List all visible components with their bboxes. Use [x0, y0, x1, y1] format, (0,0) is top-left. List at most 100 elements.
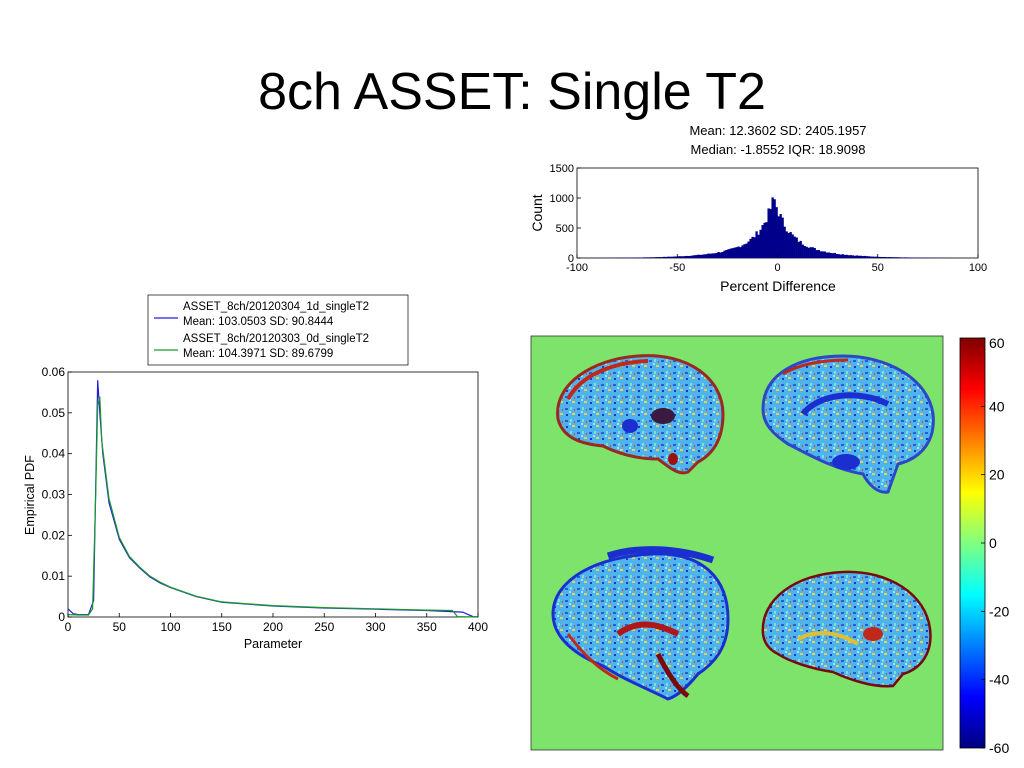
- histogram-bar: [857, 255, 860, 258]
- histogram-bar: [821, 251, 824, 258]
- pdf-series-lines: [67, 380, 479, 618]
- colorbar: [959, 337, 986, 749]
- histogram-bar: [897, 257, 901, 258]
- histogram-bar: [665, 256, 668, 258]
- histogram-bar: [863, 255, 867, 258]
- histogram-xtick-label: -50: [669, 262, 685, 274]
- histogram-bar: [719, 252, 722, 258]
- pdf-xtick-label: 50: [113, 620, 127, 634]
- pdf-ticks: 0 50 100 150 200 250 300 350 400 0 0.01 0.02 0.03 0.0…: [42, 365, 488, 634]
- histogram-bar: [887, 257, 891, 258]
- histogram-bar: [759, 229, 762, 258]
- histogram-bar: [707, 253, 710, 258]
- colorbar-tick-label: -20: [989, 603, 1009, 619]
- histogram-bar: [739, 247, 742, 258]
- pdf-ytick-label: 0.01: [42, 569, 66, 583]
- histogram-bar: [831, 253, 834, 258]
- histogram-bar: [727, 249, 730, 258]
- pdf-xtick-label: 300: [365, 620, 385, 634]
- histogram-bar: [647, 257, 650, 258]
- pdf-ytick-label: 0.05: [42, 406, 66, 420]
- histogram-bar: [901, 257, 905, 258]
- histogram-bar: [785, 231, 788, 258]
- histogram-bar: [779, 214, 782, 258]
- colorbar-tick-label: 0: [989, 535, 997, 551]
- histogram-bar: [877, 256, 881, 258]
- histogram-chart: Mean: 12.3602 SD: 2405.1957 Median: -1.8…: [529, 123, 988, 294]
- pdf-ytick-label: 0.04: [42, 447, 66, 461]
- histogram-bar: [833, 252, 836, 258]
- histogram-bar: [655, 257, 658, 258]
- histogram-bars: [577, 197, 979, 258]
- histogram-bar: [701, 254, 704, 258]
- histogram-bar: [735, 247, 738, 258]
- colorbar-tick-label: 40: [989, 398, 1005, 414]
- histogram-bar: [733, 247, 736, 258]
- histogram-bar: [705, 254, 708, 258]
- histogram-ytick-label: 0: [568, 253, 574, 265]
- histogram-bar: [791, 234, 794, 258]
- pdf-legend-series-1-name: ASSET_8ch/20120304_1d_singleT2: [183, 301, 369, 313]
- histogram-bar: [909, 257, 913, 258]
- histogram-bar: [711, 253, 714, 258]
- histogram-ytick-label: 1000: [550, 193, 574, 205]
- pdf-xtick-label: 0: [65, 620, 72, 634]
- histogram-bar: [787, 233, 790, 258]
- histogram-bar: [755, 231, 758, 258]
- histogram-bar: [767, 208, 770, 258]
- histogram-bar: [699, 254, 702, 258]
- histogram-xtick-label: 100: [969, 262, 987, 274]
- histogram-bar: [743, 244, 746, 258]
- histogram-bar: [763, 222, 766, 258]
- histogram-bar: [871, 256, 875, 258]
- histogram-bar: [795, 237, 798, 258]
- histogram-bar: [643, 257, 646, 258]
- colorbar-ticks: 60 40 20 0 -20 -40 -60: [981, 335, 1009, 756]
- histogram-bar: [879, 256, 883, 258]
- histogram-bar: [721, 251, 724, 258]
- histogram-bar: [905, 257, 909, 258]
- histogram-bar: [805, 246, 808, 258]
- histogram-bar: [671, 256, 674, 258]
- histogram-bar: [835, 253, 838, 258]
- histogram-bar: [867, 256, 871, 258]
- histogram-xtick-label: 0: [774, 262, 780, 274]
- histogram-bar: [873, 256, 877, 258]
- histogram-bar: [775, 207, 778, 258]
- histogram-bar: [847, 255, 850, 258]
- histogram-bar: [811, 247, 814, 258]
- histogram-bar: [819, 251, 822, 258]
- histogram-bar: [661, 257, 664, 258]
- histogram-bar: [757, 234, 760, 258]
- colorbar-tick-label: -60: [989, 740, 1009, 756]
- pdf-xtick-label: 150: [212, 620, 232, 634]
- histogram-bar: [845, 254, 848, 258]
- histogram-stats-line1: Mean: 12.3602 SD: 2405.1957: [689, 123, 866, 138]
- histogram-bar: [769, 208, 772, 258]
- histogram-xtick-label: 50: [872, 262, 884, 274]
- histogram-bar: [799, 240, 802, 258]
- histogram-bar: [841, 254, 844, 258]
- histogram-bar: [693, 255, 696, 258]
- histogram-bar: [651, 257, 654, 258]
- histogram-bar: [797, 241, 800, 258]
- histogram-bar: [881, 256, 885, 258]
- pdf-series-line-2: [67, 396, 479, 618]
- histogram-bar: [895, 257, 899, 258]
- histogram-ytick-label: 500: [556, 223, 574, 235]
- histogram-bar: [675, 256, 678, 258]
- histogram-bar: [685, 255, 688, 258]
- pdf-xtick-label: 200: [263, 620, 283, 634]
- histogram-bar: [689, 255, 692, 258]
- histogram-bar: [803, 246, 806, 258]
- histogram-bar: [725, 250, 728, 258]
- histogram-bar: [809, 247, 812, 258]
- pdf-ytick-label: 0: [58, 610, 65, 624]
- histogram-xtick-label: -100: [566, 262, 588, 274]
- pdf-ytick-label: 0.06: [42, 365, 66, 379]
- histogram-bar: [673, 256, 676, 258]
- histogram-bar: [865, 256, 869, 258]
- histogram-bar: [859, 255, 862, 258]
- brain-slice-top-left: [556, 354, 725, 475]
